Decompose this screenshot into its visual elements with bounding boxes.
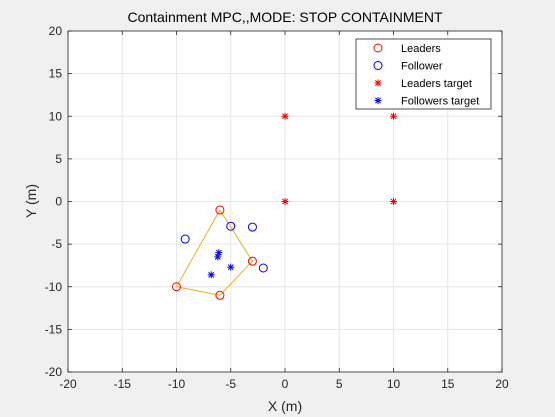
legend-marker-leaders xyxy=(373,43,383,53)
leaders-target-point-stroke xyxy=(282,198,288,205)
x-tick-label: 0 xyxy=(282,377,289,391)
followers-target-point-stroke xyxy=(215,249,222,256)
y-tick-label: 10 xyxy=(49,109,63,123)
x-axis-label: X (m) xyxy=(268,398,302,414)
y-tick-label: -5 xyxy=(51,237,62,251)
leaders-point xyxy=(215,205,225,215)
x-tick-label: 15 xyxy=(441,377,455,391)
legend-marker-follower xyxy=(373,61,383,70)
leaders-point xyxy=(215,290,225,300)
followers-target-point xyxy=(227,263,235,271)
followers-target-point xyxy=(214,253,222,261)
x-tick-label: -10 xyxy=(168,377,186,391)
x-tick-label: -15 xyxy=(114,377,132,391)
leaders-point xyxy=(247,256,257,266)
axis-ticks: -20 -15 -10 -5 0 5 10 15 20 -20 -15 -10 -5 0 5 10 15 20 xyxy=(45,24,509,391)
legend-label-followers-target: Followers target xyxy=(401,96,479,108)
y-tick-label: 20 xyxy=(49,24,63,38)
followers-target-point xyxy=(207,271,215,279)
y-tick-label: 15 xyxy=(49,67,63,81)
legend-marker-leaders-target-stroke xyxy=(375,80,381,86)
followers-target-point-stroke xyxy=(227,264,234,271)
y-tick-label: -20 xyxy=(45,365,63,379)
legend-marker-followers-target xyxy=(374,97,382,104)
leaders-target-point-stroke xyxy=(390,198,397,205)
legend-label-follower: Follower xyxy=(401,61,443,73)
legend-label-leaders: Leaders xyxy=(401,43,441,55)
hull-polygon xyxy=(175,209,254,296)
y-axis-label: Y (m) xyxy=(23,184,39,218)
data-marks xyxy=(172,112,397,300)
leaders-target-point xyxy=(390,112,397,120)
legend: Leaders Follower Leaders target Followers t… xyxy=(355,38,492,110)
legend-label-leaders-target: Leaders target xyxy=(401,78,472,90)
leaders-target-point-stroke xyxy=(282,113,288,120)
leaders-target-point xyxy=(281,198,289,205)
follower-point xyxy=(180,234,190,244)
chart-title: Containment MPC,,MODE: STOP CONTAINMENT xyxy=(127,9,443,25)
leaders-target-point xyxy=(281,112,289,120)
followers-target-point xyxy=(215,249,223,257)
y-tick-label: 0 xyxy=(55,195,62,209)
y-tick-label: -10 xyxy=(45,280,63,294)
legend-marker-leaders-target xyxy=(374,79,382,87)
leaders-target-point-stroke xyxy=(390,113,397,120)
x-tick-label: 5 xyxy=(336,377,343,391)
x-tick-label: 20 xyxy=(495,377,509,391)
y-tick-label: -15 xyxy=(45,322,63,336)
x-tick-label: -5 xyxy=(225,377,236,391)
follower-point xyxy=(247,222,257,232)
follower-point xyxy=(226,221,236,231)
x-tick-label: 10 xyxy=(387,377,401,391)
leaders-target-point xyxy=(390,198,397,205)
followers-target-point-stroke xyxy=(214,253,221,260)
legend-marker-followers-target-stroke xyxy=(375,97,381,104)
leaders-point xyxy=(172,282,181,292)
containment-hull xyxy=(175,209,254,296)
y-tick-label: 5 xyxy=(55,152,62,166)
x-tick-label: -20 xyxy=(59,377,77,391)
followers-target-point-stroke xyxy=(208,271,215,278)
follower-point xyxy=(258,263,268,273)
